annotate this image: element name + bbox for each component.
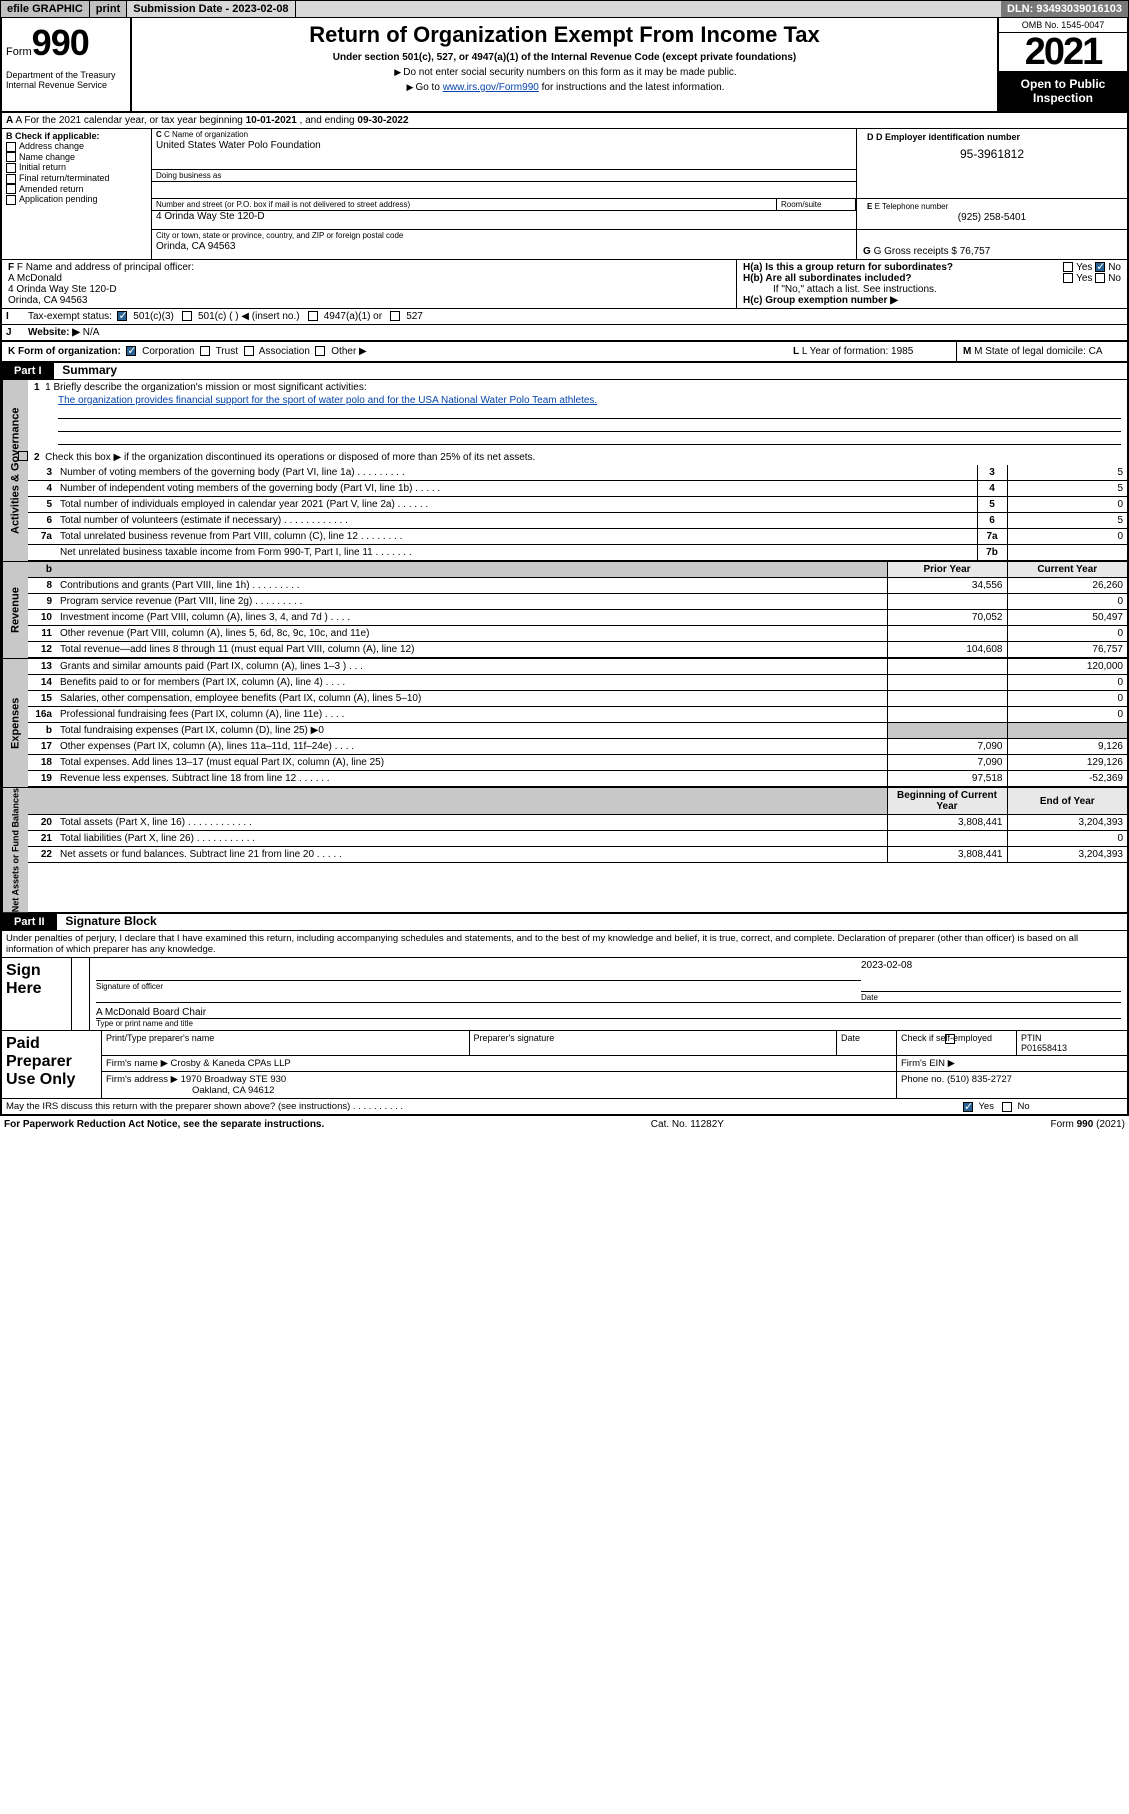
check-501c[interactable] — [182, 311, 192, 321]
top-toolbar: efile GRAPHIC print Submission Date - 20… — [0, 0, 1129, 18]
sign-date: 2023-02-08 — [861, 960, 1121, 971]
gross-receipts: G G Gross receipts $ 76,757 — [857, 230, 1127, 259]
preparer-name-label: Print/Type preparer's name — [102, 1031, 470, 1055]
governance-table: 3Number of voting members of the governi… — [28, 465, 1127, 561]
section-f: F F Name and address of principal office… — [2, 260, 737, 308]
line-j-label: J — [2, 325, 24, 340]
check-4947[interactable] — [308, 311, 318, 321]
firm-ein-cell: Firm's EIN ▶ — [897, 1056, 1127, 1071]
form-header: Form990 Department of the Treasury Inter… — [2, 18, 1127, 113]
dba-label: Doing business as — [152, 169, 856, 182]
check-name-change[interactable] — [6, 152, 16, 162]
expenses-table: 13Grants and similar amounts paid (Part … — [28, 659, 1127, 787]
ein-label: D D Employer identification number — [863, 131, 1121, 143]
netassets-table: Beginning of Current YearEnd of Year 20T… — [28, 788, 1127, 863]
form-link-line: Go to www.irs.gov/Form990 for instructio… — [142, 82, 987, 93]
firm-name-cell: Firm's name ▶ Crosby & Kaneda CPAs LLP — [102, 1056, 897, 1071]
may-irs-discuss: May the IRS discuss this return with the… — [2, 1099, 1127, 1114]
line-k: K Form of organization: Corporation Trus… — [2, 342, 787, 361]
org-name-label: C C Name of organization — [152, 129, 856, 140]
tax-exempt-status: Tax-exempt status: 501(c)(3) 501(c) ( ) … — [24, 309, 1127, 324]
open-public-badge: Open to Public Inspection — [999, 71, 1127, 111]
vside-expenses: Expenses — [2, 659, 28, 787]
section-b: B Check if applicable: Address change Na… — [2, 129, 152, 259]
check-amended-return[interactable] — [6, 184, 16, 194]
phone-value: (925) 258-5401 — [863, 212, 1121, 227]
preparer-date-label: Date — [837, 1031, 897, 1055]
irs-link[interactable]: www.irs.gov/Form990 — [443, 82, 539, 93]
check-corporation[interactable] — [126, 346, 136, 356]
line-l: L L Year of formation: 1985 — [787, 342, 957, 361]
check-irs-yes[interactable] — [963, 1102, 973, 1112]
vside-revenue: Revenue — [2, 562, 28, 658]
check-other[interactable] — [315, 346, 325, 356]
street-label: Number and street (or P.O. box if mail i… — [152, 199, 776, 210]
check-501c3[interactable] — [117, 311, 127, 321]
check-trust[interactable] — [200, 346, 210, 356]
submission-date: 2023-02-08 — [232, 3, 288, 15]
mission-question: 1 1 Briefly describe the organization's … — [28, 380, 1127, 395]
ha-yes[interactable] — [1063, 262, 1073, 272]
line-2: 2 Check this box ▶ if the organization d… — [28, 448, 1127, 465]
firm-address-cell: Firm's address ▶ 1970 Broadway STE 930 O… — [102, 1072, 897, 1098]
check-application-pending[interactable] — [6, 195, 16, 205]
officer-name: A McDonald Board Chair — [96, 1003, 1121, 1018]
vside-governance: Activities & Governance — [2, 380, 28, 561]
city-value: Orinda, CA 94563 — [152, 241, 856, 256]
check-irs-no[interactable] — [1002, 1102, 1012, 1112]
check-discontinued[interactable] — [18, 451, 28, 461]
self-employed-check: Check if self-employed — [897, 1031, 1017, 1055]
form-title: Return of Organization Exempt From Incom… — [142, 22, 987, 48]
street-value: 4 Orinda Way Ste 120-D — [152, 211, 856, 226]
preparer-sig-label: Preparer's signature — [470, 1031, 838, 1055]
officer-name-label: Type or print name and title — [96, 1018, 1121, 1028]
ha-no[interactable] — [1095, 262, 1105, 272]
date-label: Date — [861, 991, 1121, 1002]
line-a: A A For the 2021 calendar year, or tax y… — [2, 113, 1127, 129]
ein-value: 95-3961812 — [863, 147, 1121, 165]
section-h: H(a) Is this a group return for subordin… — [737, 260, 1127, 308]
check-address-change[interactable] — [6, 142, 16, 152]
form-subtitle: Under section 501(c), 527, or 4947(a)(1)… — [142, 52, 987, 63]
print-button[interactable]: print — [90, 1, 127, 17]
check-final-return[interactable] — [6, 174, 16, 184]
form-number: Form990 — [6, 22, 126, 64]
department-label: Department of the Treasury Internal Reve… — [6, 70, 126, 90]
firm-phone-cell: Phone no. (510) 835-2727 — [897, 1072, 1127, 1098]
paid-preparer-label: Paid Preparer Use Only — [2, 1031, 102, 1098]
org-name: United States Water Polo Foundation — [152, 140, 856, 155]
check-initial-return[interactable] — [6, 163, 16, 173]
check-association[interactable] — [244, 346, 254, 356]
room-label: Room/suite — [776, 199, 856, 210]
website-line: Website: ▶ N/A — [24, 325, 1127, 340]
revenue-table: b Prior YearCurrent Year 8Contributions … — [28, 562, 1127, 658]
signature-line: Signature of officer — [96, 980, 861, 991]
vside-netassets: Net Assets or Fund Balances — [2, 788, 28, 912]
page-footer: For Paperwork Reduction Act Notice, see … — [0, 1116, 1129, 1133]
line-i-label: I — [2, 309, 24, 324]
dln-label: DLN: 93493039016103 — [1001, 1, 1128, 17]
submission-date-label: Submission Date - 2023-02-08 — [127, 1, 295, 17]
phone-label: E E Telephone number — [863, 201, 1121, 212]
check-self-employed[interactable] — [945, 1034, 955, 1044]
sign-here-label: Sign Here — [2, 958, 72, 1030]
hb-yes[interactable] — [1063, 273, 1073, 283]
efile-button[interactable]: efile GRAPHIC — [1, 1, 90, 17]
hb-no[interactable] — [1095, 273, 1105, 283]
ptin-cell: PTINP01658413 — [1017, 1031, 1127, 1055]
check-527[interactable] — [390, 311, 400, 321]
form-warning: Do not enter social security numbers on … — [142, 67, 987, 78]
mission-text[interactable]: The organization provides financial supp… — [58, 395, 597, 406]
part1-header: Part I Summary — [2, 363, 1127, 380]
city-label: City or town, state or province, country… — [152, 230, 856, 241]
tax-year: 2021 — [999, 33, 1127, 71]
dln-value: 93493039016103 — [1036, 3, 1122, 15]
perjury-declaration: Under penalties of perjury, I declare th… — [2, 931, 1127, 958]
line-m: M M State of legal domicile: CA — [957, 342, 1127, 361]
part2-header: Part II Signature Block — [2, 914, 1127, 931]
